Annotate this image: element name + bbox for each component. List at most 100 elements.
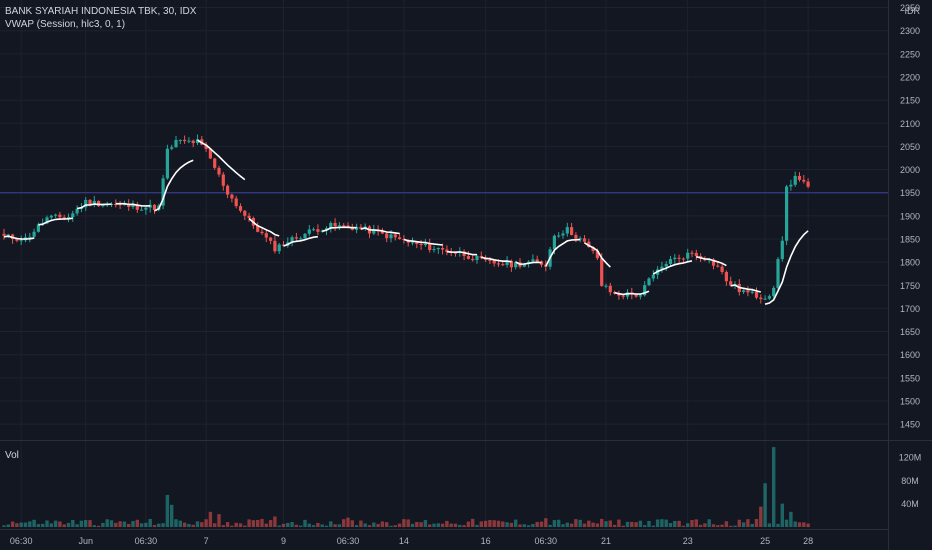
volume-bar — [247, 519, 251, 527]
volume-bar — [582, 523, 587, 527]
volume-bar — [260, 518, 264, 527]
volume-bar — [741, 522, 746, 527]
vwap-indicator-label[interactable]: VWAP (Session, hlc3, 0, 1) — [5, 19, 126, 30]
volume-bar — [96, 525, 101, 527]
volume-bar — [307, 523, 311, 527]
volume-bar — [36, 524, 41, 527]
candle-body — [71, 213, 75, 218]
volume-bar — [208, 511, 213, 527]
candle-body — [673, 257, 677, 260]
volume-bar — [15, 523, 19, 527]
volume-bar — [535, 521, 539, 527]
volume-bar — [324, 525, 329, 527]
volume-bar — [445, 520, 449, 527]
volume-axis[interactable]: 120M 80M 40M — [899, 453, 922, 510]
candle-body — [471, 258, 475, 261]
volume-label[interactable]: Vol — [5, 450, 19, 461]
volume-bar — [363, 523, 367, 527]
candle-body — [385, 233, 389, 239]
candle-body — [6, 234, 10, 236]
volume-bars — [2, 447, 810, 527]
candle-body — [492, 260, 496, 264]
candle-body — [62, 217, 66, 219]
volume-bar — [694, 519, 698, 527]
volume-bar — [797, 522, 802, 527]
price-tick-label: 1700 — [900, 304, 920, 314]
volume-bar — [483, 520, 488, 527]
price-tick-label: 1800 — [900, 258, 920, 268]
time-tick-label: 06:30 — [10, 536, 33, 546]
volume-bar — [303, 519, 307, 527]
volume-bar — [784, 519, 789, 527]
volume-bar — [122, 521, 127, 527]
candle-body — [256, 225, 260, 232]
candle-body — [131, 204, 135, 207]
volume-bar — [686, 523, 690, 527]
volume-bar — [406, 519, 410, 527]
candle-body — [226, 185, 230, 195]
volume-bar — [638, 520, 643, 527]
volume-bar — [737, 519, 741, 527]
candle-body — [303, 233, 307, 239]
volume-bar — [286, 522, 290, 527]
candle-body — [754, 291, 759, 298]
volume-bar — [139, 523, 144, 527]
price-axis[interactable]: 2350 2300 2250 2200 2150 2100 2050 2000 1950 1900… — [900, 3, 920, 430]
price-tick-label: 1600 — [900, 350, 920, 360]
candle-body — [92, 200, 96, 205]
volume-bar — [660, 519, 664, 527]
volume-bar — [359, 520, 363, 527]
volume-bar — [376, 523, 380, 527]
volume-bar — [342, 519, 346, 527]
volume-bar — [767, 523, 772, 527]
volume-bar — [101, 522, 105, 527]
volume-bar — [389, 525, 393, 527]
symbol-title[interactable]: BANK SYARIAH INDONESIA TBK, 30, IDX — [5, 6, 197, 17]
candle-body — [445, 249, 449, 252]
volume-bar — [243, 525, 247, 527]
candle-body — [453, 252, 458, 254]
volume-bar — [221, 525, 225, 527]
time-tick-label: 9 — [281, 536, 286, 546]
candle-body — [19, 240, 23, 242]
volume-bar — [157, 523, 161, 527]
volume-bar — [367, 525, 372, 527]
volume-bar — [716, 525, 720, 527]
candle-body — [660, 266, 664, 270]
volume-bar — [354, 525, 359, 527]
volume-bar — [458, 524, 462, 527]
volume-bar — [453, 523, 458, 527]
candle-body — [84, 199, 88, 208]
candle-body — [204, 144, 208, 149]
volume-bar — [763, 483, 767, 527]
volume-bar — [754, 519, 759, 527]
volume-bar — [505, 522, 509, 527]
volume-bar — [170, 504, 174, 527]
time-axis[interactable]: 06:30 Jun 06:30 7 9 06:30 14 16 06:30 21 23 25 28 — [10, 536, 813, 546]
volume-bar — [213, 523, 217, 527]
candle-body — [2, 233, 6, 236]
candle-body — [170, 147, 174, 149]
volume-bar — [436, 523, 440, 527]
volume-bar — [256, 519, 260, 527]
volume-bar — [380, 521, 385, 527]
price-tick-label: 2000 — [900, 165, 920, 175]
volume-bar — [178, 520, 182, 527]
price-tick-label: 1850 — [900, 234, 920, 244]
candle-body — [780, 240, 784, 260]
time-tick-label: 25 — [760, 536, 770, 546]
candle-body — [750, 291, 754, 293]
time-tick-label: 28 — [803, 536, 813, 546]
volume-bar — [664, 519, 668, 527]
volume-bar — [569, 523, 574, 527]
candle-body — [346, 225, 350, 228]
candle-body — [423, 243, 427, 246]
candle-body — [45, 217, 49, 224]
volume-bar — [402, 519, 406, 527]
volume-bar — [643, 525, 647, 527]
volume-bar — [655, 519, 660, 527]
candle-body — [475, 256, 479, 261]
volume-bar — [299, 525, 303, 527]
